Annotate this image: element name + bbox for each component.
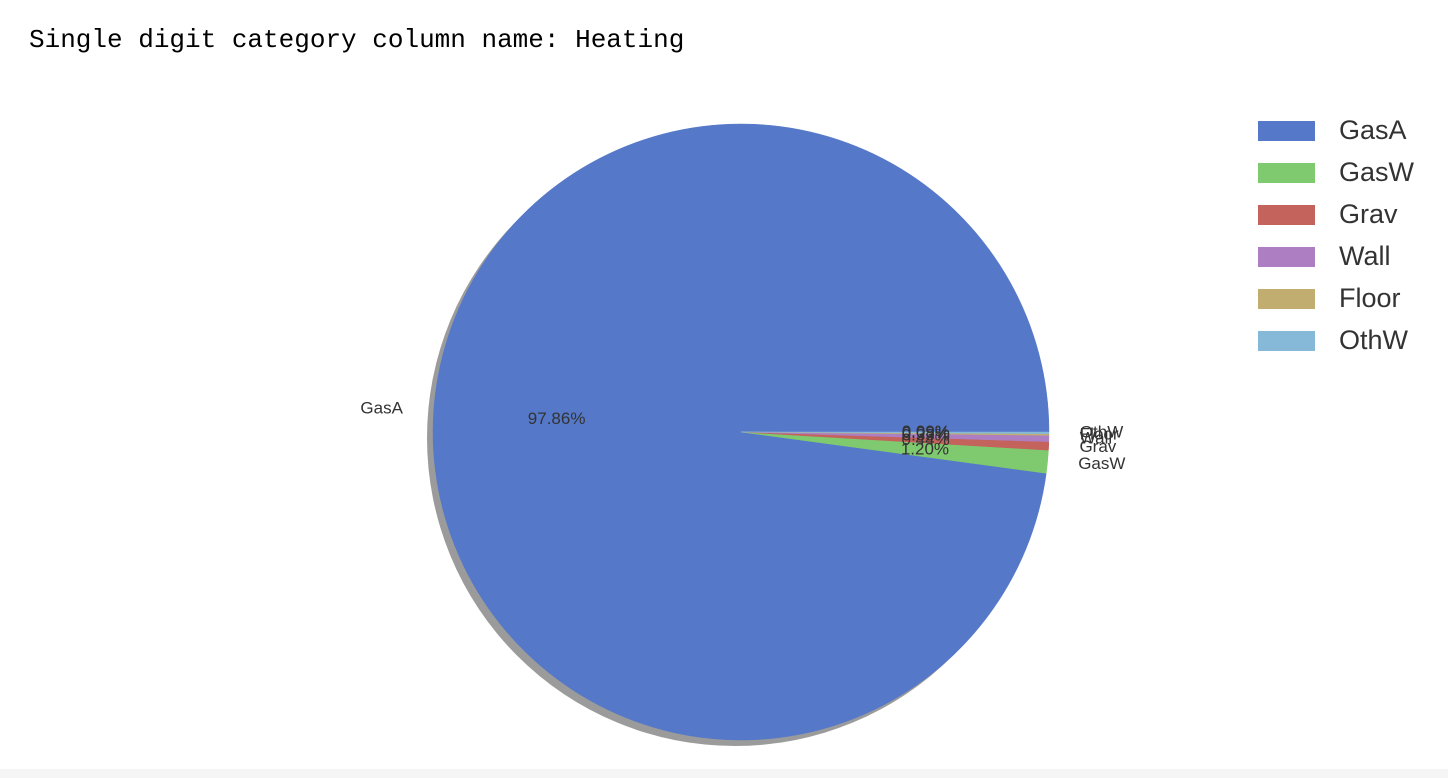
- output-header-text: Single digit category column name: Heati…: [29, 25, 685, 55]
- pie-pct-label-gasw: 1.20%: [901, 439, 949, 458]
- legend-swatch-gasw: [1258, 163, 1315, 183]
- pie-pct-label-grav: 0.44%: [902, 430, 950, 449]
- legend-swatch-wall: [1258, 247, 1315, 267]
- legend-swatch-grav: [1258, 205, 1315, 225]
- legend-swatch-floor: [1258, 289, 1315, 309]
- legend-label-grav: Grav: [1339, 199, 1398, 229]
- pie-label-gasa: GasA: [360, 399, 403, 418]
- legend-label-wall: Wall: [1339, 241, 1391, 271]
- pie-label-gasw: GasW: [1078, 454, 1125, 473]
- legend-swatch-gasa: [1258, 121, 1315, 141]
- legend-label-gasa: GasA: [1339, 115, 1407, 145]
- legend: GasA GasW Grav Wall Floor OthW: [1258, 115, 1415, 355]
- pie-pct-label-floor: 0.08%: [902, 423, 950, 442]
- pie-label-floor: Floor: [1080, 424, 1119, 443]
- legend-label-floor: Floor: [1339, 283, 1401, 313]
- legend-swatch-othw: [1258, 331, 1315, 351]
- pie-label-othw: OthW: [1080, 422, 1123, 441]
- pie-slices: [432, 123, 1050, 741]
- pie-pct-label-gasa: 97.86%: [528, 409, 586, 428]
- pie-slice-othw: [740, 431, 1050, 434]
- output-footer-strip: [0, 769, 1448, 778]
- pie-label-grav: Grav: [1079, 437, 1116, 456]
- pie-pct-label-wall: 0.33%: [902, 425, 950, 444]
- pie-labels: GasA 97.86% GasW 1.20% Grav 0.44% Wall 0.33% Flo…: [360, 399, 1125, 473]
- legend-label-othw: OthW: [1339, 325, 1409, 355]
- legend-label-gasw: GasW: [1339, 157, 1415, 187]
- pie-label-wall: Wall: [1080, 429, 1112, 448]
- pie-pct-label-othw: 0.09%: [902, 422, 950, 441]
